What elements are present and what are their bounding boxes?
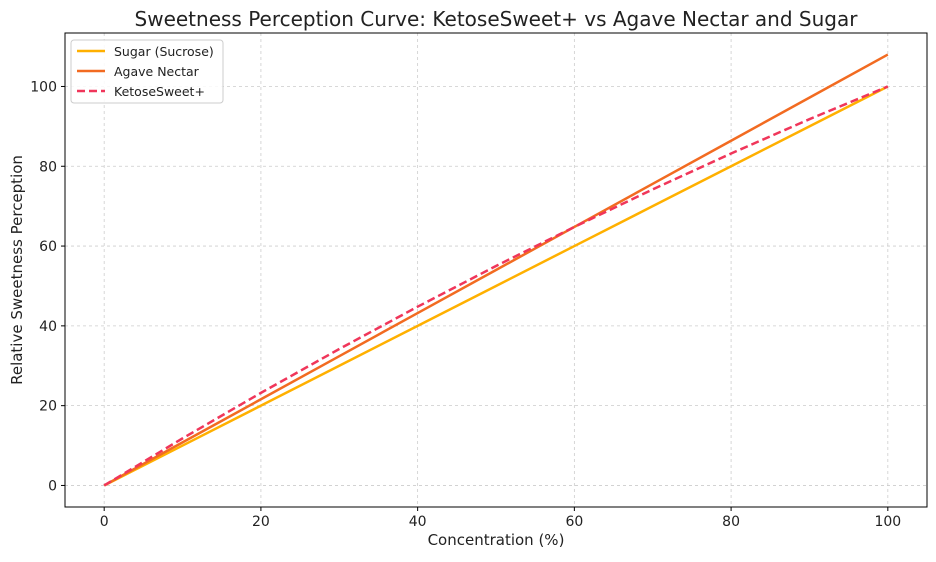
series-line-agave-nectar — [103, 53, 889, 487]
series-line-ketosesweet- — [103, 85, 889, 487]
y-tick-label: 20 — [39, 399, 57, 415]
legend: Sugar (Sucrose) Agave Nectar KetoseSweet+ — [70, 39, 224, 104]
series-line-sugar-sucrose- — [103, 85, 889, 487]
x-tick-label: 60 — [565, 514, 583, 530]
x-tick-label: 100 — [874, 514, 901, 530]
legend-box — [70, 39, 224, 104]
x-tick-label: 20 — [252, 514, 270, 530]
legend-label: KetoseSweet+ — [114, 84, 205, 99]
y-tick-label: 0 — [48, 478, 57, 494]
y-axis-label: Relative Sweetness Perception — [8, 155, 26, 385]
plot-frame — [64, 32, 928, 508]
legend-label: Sugar (Sucrose) — [114, 44, 214, 59]
y-tick-label: 80 — [39, 159, 57, 175]
x-axis-label: Concentration (%) — [428, 531, 565, 549]
legend-label: Agave Nectar — [114, 64, 200, 79]
y-tick-label: 100 — [30, 79, 57, 95]
chart-title: Sweetness Perception Curve: KetoseSweet+… — [135, 7, 859, 31]
y-tick-label: 40 — [39, 319, 57, 335]
y-tick-label: 60 — [39, 239, 57, 255]
x-tick-label: 80 — [722, 514, 740, 530]
x-tick-label: 40 — [409, 514, 427, 530]
x-tick-label: 0 — [100, 514, 109, 530]
